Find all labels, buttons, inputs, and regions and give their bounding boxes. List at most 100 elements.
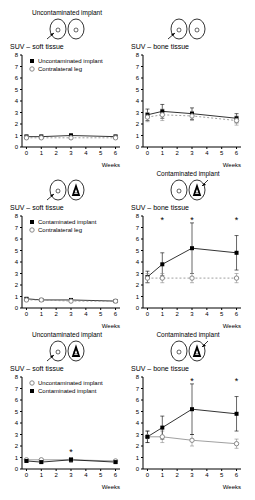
svg-text:Weeks: Weeks	[102, 484, 120, 489]
svg-text:7: 7	[15, 225, 19, 231]
svg-text:5: 5	[15, 248, 19, 254]
svg-text:*: *	[69, 447, 73, 457]
svg-text:1: 1	[161, 311, 165, 317]
svg-text:8: 8	[15, 374, 19, 380]
svg-text:2: 2	[15, 443, 19, 449]
svg-text:4: 4	[15, 259, 19, 265]
svg-text:Weeks: Weeks	[223, 323, 241, 328]
svg-text:6: 6	[235, 150, 239, 156]
svg-text:8: 8	[15, 52, 19, 58]
svg-text:1: 1	[40, 472, 44, 478]
svg-text:*: *	[190, 215, 194, 225]
svg-text:4: 4	[136, 259, 140, 265]
svg-text:*: *	[235, 376, 239, 386]
svg-text:0: 0	[146, 311, 150, 317]
svg-text:0: 0	[25, 311, 29, 317]
svg-text:8: 8	[136, 213, 140, 219]
svg-text:1: 1	[40, 311, 44, 317]
svg-text:6: 6	[15, 397, 19, 403]
svg-text:0: 0	[15, 466, 19, 472]
svg-text:1: 1	[15, 133, 19, 139]
svg-text:5: 5	[99, 311, 103, 317]
svg-text:4: 4	[136, 420, 140, 426]
svg-text:5: 5	[15, 409, 19, 415]
svg-text:3: 3	[69, 311, 73, 317]
svg-text:5: 5	[220, 311, 224, 317]
svg-text:3: 3	[136, 110, 140, 116]
svg-text:3: 3	[190, 472, 194, 478]
svg-text:1: 1	[161, 472, 165, 478]
svg-text:3: 3	[136, 432, 140, 438]
svg-text:7: 7	[15, 64, 19, 70]
svg-text:*: *	[161, 215, 165, 225]
svg-text:5: 5	[220, 150, 224, 156]
svg-text:Weeks: Weeks	[102, 323, 120, 328]
svg-text:2: 2	[136, 282, 140, 288]
svg-text:1: 1	[40, 150, 44, 156]
svg-text:8: 8	[136, 374, 140, 380]
svg-text:6: 6	[114, 150, 118, 156]
svg-text:4: 4	[84, 472, 88, 478]
svg-text:7: 7	[136, 225, 140, 231]
svg-text:2: 2	[175, 311, 179, 317]
svg-text:5: 5	[220, 472, 224, 478]
svg-text:0: 0	[15, 144, 19, 150]
svg-text:*: *	[235, 215, 239, 225]
svg-text:Weeks: Weeks	[102, 162, 120, 167]
svg-text:5: 5	[136, 409, 140, 415]
svg-text:3: 3	[190, 311, 194, 317]
svg-text:6: 6	[15, 75, 19, 81]
svg-text:0: 0	[25, 150, 29, 156]
svg-text:Weeks: Weeks	[223, 162, 241, 167]
svg-text:2: 2	[15, 121, 19, 127]
svg-text:7: 7	[136, 386, 140, 392]
svg-text:4: 4	[136, 98, 140, 104]
svg-text:3: 3	[136, 271, 140, 277]
svg-text:4: 4	[84, 311, 88, 317]
svg-text:4: 4	[84, 150, 88, 156]
svg-text:2: 2	[54, 150, 58, 156]
svg-text:6: 6	[114, 472, 118, 478]
svg-text:3: 3	[69, 150, 73, 156]
svg-text:4: 4	[15, 420, 19, 426]
svg-text:3: 3	[15, 271, 19, 277]
svg-text:4: 4	[205, 150, 209, 156]
svg-text:6: 6	[235, 472, 239, 478]
svg-text:Weeks: Weeks	[223, 484, 241, 489]
svg-text:5: 5	[136, 87, 140, 93]
svg-text:3: 3	[15, 432, 19, 438]
svg-text:8: 8	[15, 213, 19, 219]
svg-text:5: 5	[99, 472, 103, 478]
svg-text:*: *	[190, 376, 194, 386]
svg-text:0: 0	[15, 305, 19, 311]
svg-text:7: 7	[15, 386, 19, 392]
svg-text:2: 2	[136, 443, 140, 449]
svg-text:5: 5	[136, 248, 140, 254]
svg-text:6: 6	[15, 236, 19, 242]
svg-text:3: 3	[190, 150, 194, 156]
svg-text:4: 4	[15, 98, 19, 104]
svg-text:3: 3	[69, 472, 73, 478]
svg-text:4: 4	[205, 472, 209, 478]
svg-text:0: 0	[136, 305, 140, 311]
svg-text:8: 8	[136, 52, 140, 58]
svg-text:7: 7	[136, 64, 140, 70]
svg-text:1: 1	[136, 455, 140, 461]
svg-text:2: 2	[136, 121, 140, 127]
svg-text:6: 6	[136, 397, 140, 403]
svg-text:1: 1	[136, 133, 140, 139]
svg-text:2: 2	[54, 311, 58, 317]
svg-text:1: 1	[161, 150, 165, 156]
svg-text:6: 6	[114, 311, 118, 317]
svg-text:5: 5	[99, 150, 103, 156]
svg-text:1: 1	[136, 294, 140, 300]
svg-text:2: 2	[15, 282, 19, 288]
svg-text:3: 3	[15, 110, 19, 116]
svg-text:1: 1	[15, 294, 19, 300]
svg-text:0: 0	[146, 150, 150, 156]
svg-text:0: 0	[136, 144, 140, 150]
svg-text:1: 1	[15, 455, 19, 461]
svg-text:6: 6	[235, 311, 239, 317]
svg-text:2: 2	[175, 150, 179, 156]
svg-text:0: 0	[136, 466, 140, 472]
